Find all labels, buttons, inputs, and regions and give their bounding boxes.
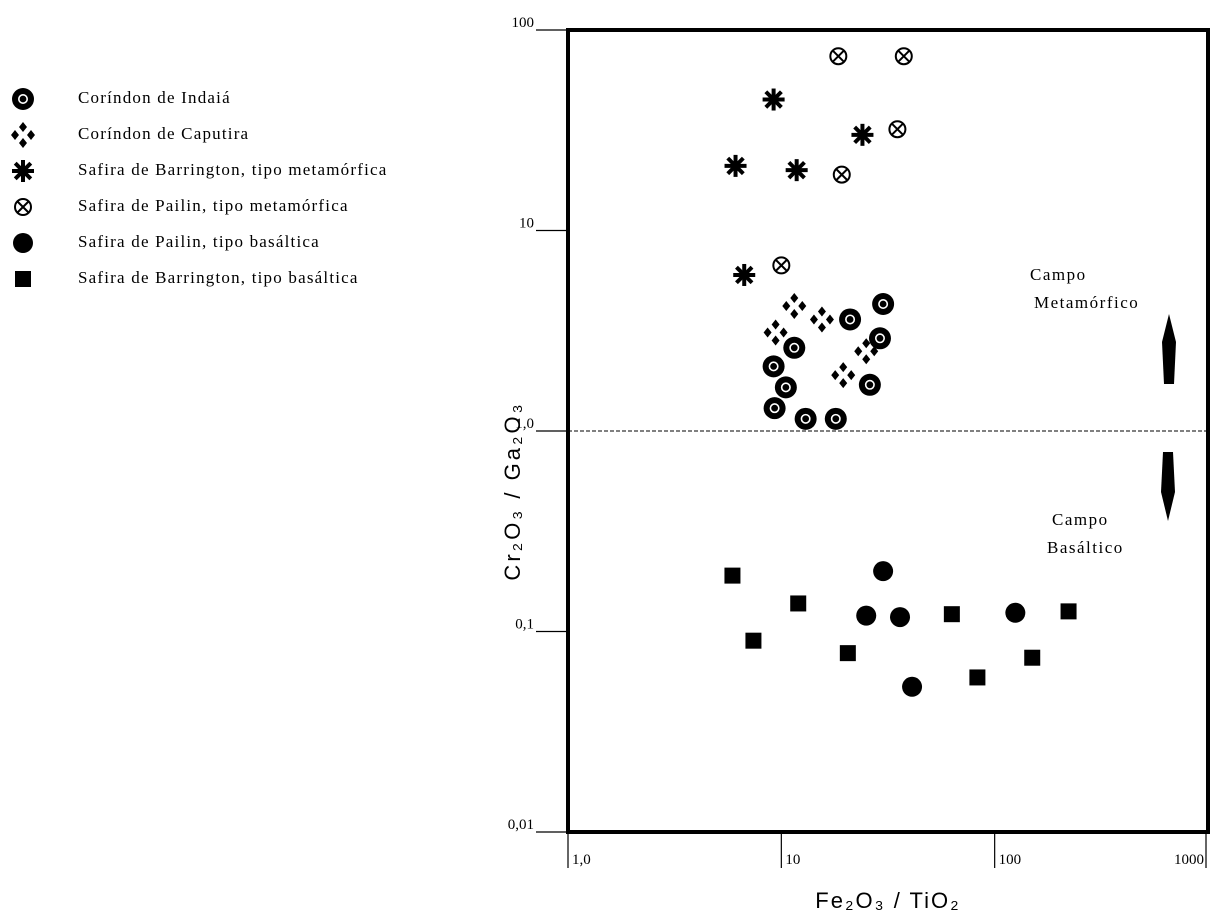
legend-item: Safira de Pailin, tipo basáltica	[6, 228, 476, 258]
legend-label: Safira de Barrington, tipo metamórfica	[78, 160, 388, 179]
point-ring	[783, 336, 806, 359]
point-circle	[890, 607, 911, 628]
point-circle	[1005, 602, 1026, 623]
point-ring	[794, 407, 817, 430]
legend-marker	[15, 271, 31, 287]
down-arrow	[1161, 452, 1175, 521]
point-asterisk	[733, 263, 756, 286]
legend-marker	[12, 160, 34, 182]
point-ring	[872, 292, 895, 315]
point-ring	[839, 308, 862, 331]
x-tick-label: 100	[999, 852, 1022, 868]
legend-marker	[11, 122, 35, 148]
legend-marker-icon	[11, 122, 35, 148]
y-tick-label: 100	[512, 15, 535, 31]
legend-marker-icon	[13, 233, 33, 253]
point-circled-x	[894, 47, 913, 66]
legend-marker-icon	[12, 160, 34, 182]
field-label: Basáltico	[1047, 538, 1124, 557]
up-arrow	[1162, 314, 1176, 384]
legend-item: Coríndon de Indaiá	[6, 84, 476, 114]
point-circle	[902, 676, 923, 697]
point-diamond-cross	[809, 306, 834, 333]
point-ring	[762, 355, 785, 378]
point-asterisk	[785, 159, 808, 182]
point-square	[745, 632, 762, 649]
legend-label: Coríndon de Caputira	[78, 124, 250, 143]
legend-marker-icon	[12, 88, 34, 110]
data-points	[724, 47, 1077, 697]
point-ring	[763, 397, 786, 420]
point-circle	[856, 605, 877, 626]
legend-item: Safira de Barrington, tipo basáltica	[6, 264, 476, 294]
point-diamond-cross	[763, 319, 788, 346]
y-axis-label: Cr₂O₃ / Ga₂O₃	[500, 401, 525, 580]
point-asterisk	[762, 88, 785, 111]
legend-item: Safira de Pailin, tipo metamórfica	[6, 192, 476, 222]
x-tick-label: 1000	[1174, 852, 1204, 868]
point-square	[724, 567, 741, 584]
legend-label: Coríndon de Indaiá	[78, 88, 231, 107]
point-circled-x	[888, 120, 907, 139]
chart-text: 100 10 1,0 0,1 0,01 1,0 10 100 1000 Fe₂O₃ / TiO₂ C…	[500, 15, 1204, 913]
legend-marker	[12, 88, 34, 110]
point-square	[790, 595, 807, 612]
legend-label: Safira de Pailin, tipo metamórfica	[78, 196, 349, 215]
point-ring	[824, 407, 847, 430]
x-tick-label: 1,0	[572, 852, 591, 868]
legend-label: Safira de Pailin, tipo basáltica	[78, 232, 320, 251]
y-tick-label: 0,1	[515, 617, 534, 633]
legend-label: Safira de Barrington, tipo basáltica	[78, 268, 359, 287]
x-axis-label: Fe₂O₃ / TiO₂	[815, 888, 960, 913]
point-square	[839, 645, 856, 662]
point-ring	[858, 373, 881, 396]
point-square	[1024, 649, 1041, 666]
point-diamond-cross	[782, 293, 807, 320]
field-label: Metamórfico	[1034, 293, 1139, 312]
y-tick-label: 1,0	[515, 416, 534, 432]
legend-item: Coríndon de Caputira	[6, 120, 476, 150]
point-ring	[774, 376, 797, 399]
point-square	[943, 606, 960, 623]
point-circled-x	[832, 165, 851, 184]
y-tick-label: 10	[519, 216, 534, 232]
point-square	[969, 669, 986, 686]
axes	[536, 28, 1210, 868]
y-tick-label: 0,01	[508, 817, 534, 833]
point-circle	[873, 561, 894, 582]
point-circled-x	[829, 47, 848, 66]
point-ring	[868, 327, 891, 350]
point-asterisk	[851, 123, 874, 146]
point-diamond-cross	[854, 338, 879, 365]
point-diamond-cross	[831, 362, 856, 389]
legend-marker-icon	[14, 198, 32, 216]
legend-marker	[13, 233, 33, 253]
point-square	[1060, 603, 1077, 620]
legend-marker-icon	[15, 271, 31, 287]
point-asterisk	[724, 154, 747, 177]
x-tick-label: 10	[785, 852, 800, 868]
point-circled-x	[772, 256, 791, 275]
legend-item: Safira de Barrington, tipo metamórfica	[6, 156, 476, 186]
legend-marker	[14, 198, 32, 216]
field-label: Campo	[1052, 510, 1109, 529]
field-label: Campo	[1030, 265, 1087, 284]
